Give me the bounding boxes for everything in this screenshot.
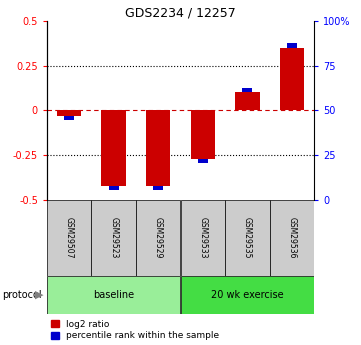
Bar (287, 43, 297, 48)
Bar (235, 92, 260, 110)
Bar (191, 110, 215, 159)
Bar (64, 116, 74, 120)
Text: GSM29523: GSM29523 (109, 217, 118, 259)
Bar (146, 110, 170, 186)
Bar (91, 200, 136, 276)
Text: baseline: baseline (93, 290, 134, 300)
Text: GSM29536: GSM29536 (287, 217, 296, 259)
Bar (101, 110, 126, 186)
Bar (180, 276, 314, 314)
Text: GSM29533: GSM29533 (198, 217, 207, 259)
Bar (109, 186, 119, 190)
Bar (270, 200, 314, 276)
Text: protocol: protocol (2, 290, 42, 300)
Bar (180, 200, 225, 276)
Text: GSM29535: GSM29535 (243, 217, 252, 259)
Bar (153, 186, 163, 190)
Bar (279, 48, 304, 110)
Legend: log2 ratio, percentile rank within the sample: log2 ratio, percentile rank within the s… (52, 320, 219, 341)
Bar (242, 88, 252, 92)
Bar (57, 110, 82, 116)
Text: ▶: ▶ (35, 290, 43, 300)
Text: 20 wk exercise: 20 wk exercise (211, 290, 284, 300)
Bar (47, 276, 180, 314)
Bar (47, 200, 91, 276)
Text: GSM29507: GSM29507 (65, 217, 74, 259)
Title: GDS2234 / 12257: GDS2234 / 12257 (125, 7, 236, 20)
Bar (225, 200, 270, 276)
Bar (136, 200, 180, 276)
Bar (198, 159, 208, 163)
Text: GSM29529: GSM29529 (154, 217, 163, 259)
